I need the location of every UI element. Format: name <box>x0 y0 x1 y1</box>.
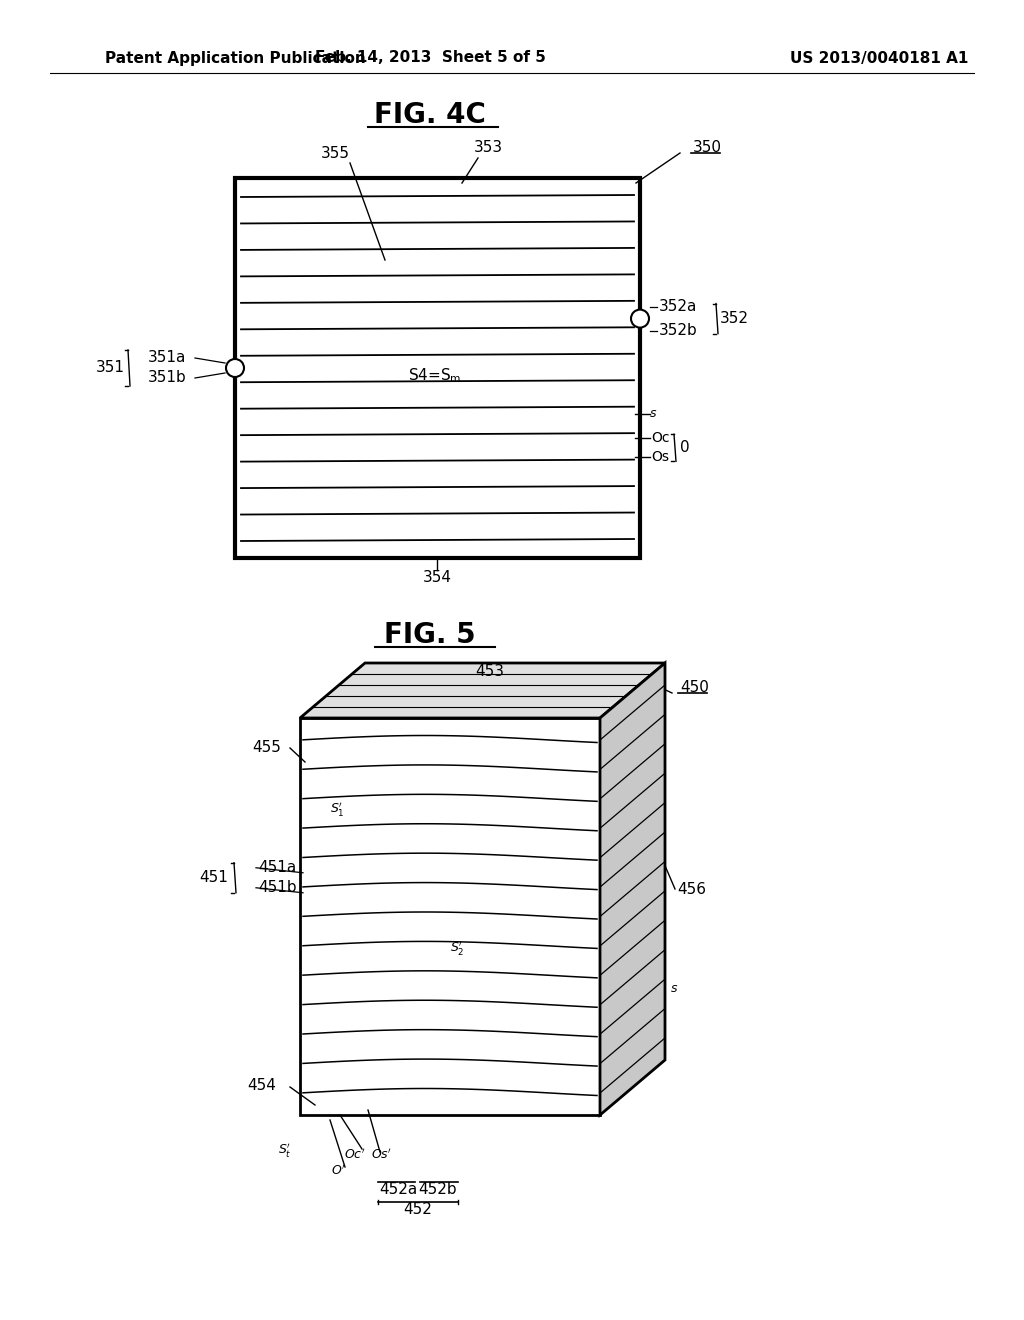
Text: $Oc'$: $Oc'$ <box>344 1148 366 1162</box>
Text: 451a: 451a <box>258 861 296 875</box>
Text: $S_2'$: $S_2'$ <box>450 940 465 957</box>
Circle shape <box>631 310 649 327</box>
Text: 451b: 451b <box>258 880 297 895</box>
Text: FIG. 4C: FIG. 4C <box>374 102 486 129</box>
Text: 351: 351 <box>95 360 125 375</box>
Text: 453: 453 <box>475 664 505 680</box>
Text: Oc: Oc <box>651 432 670 445</box>
Text: 452b: 452b <box>419 1183 458 1197</box>
Text: 450: 450 <box>680 681 709 696</box>
Text: 352a: 352a <box>659 300 697 314</box>
Polygon shape <box>300 663 665 718</box>
Bar <box>300 718 600 1115</box>
Text: $Os'$: $Os'$ <box>372 1148 392 1162</box>
Text: 452: 452 <box>403 1201 432 1217</box>
Text: 351a: 351a <box>148 351 186 366</box>
Text: $O'$: $O'$ <box>331 1164 345 1179</box>
Text: 352b: 352b <box>659 323 697 338</box>
Text: $s$: $s$ <box>670 982 678 995</box>
Text: 451: 451 <box>199 870 228 886</box>
Text: Patent Application Publication: Patent Application Publication <box>105 50 366 66</box>
Text: FIG. 5: FIG. 5 <box>384 620 476 649</box>
Text: 454: 454 <box>248 1077 276 1093</box>
Text: 352: 352 <box>720 312 749 326</box>
Text: $S_1'$: $S_1'$ <box>330 800 345 818</box>
Text: 452a: 452a <box>379 1183 417 1197</box>
Text: 353: 353 <box>473 140 503 156</box>
Polygon shape <box>600 663 665 1115</box>
Text: Feb. 14, 2013  Sheet 5 of 5: Feb. 14, 2013 Sheet 5 of 5 <box>314 50 546 66</box>
Text: 456: 456 <box>677 882 706 896</box>
Text: 350: 350 <box>693 140 722 156</box>
Text: $S_t'$: $S_t'$ <box>279 1140 292 1159</box>
Circle shape <box>226 359 244 378</box>
Text: $s$: $s$ <box>649 407 657 420</box>
Text: 455: 455 <box>252 741 281 755</box>
Text: 351b: 351b <box>148 371 186 385</box>
Bar <box>234 178 640 558</box>
Text: US 2013/0040181 A1: US 2013/0040181 A1 <box>790 50 969 66</box>
Text: Os: Os <box>651 450 669 465</box>
Text: 355: 355 <box>321 147 349 161</box>
Text: 0: 0 <box>680 441 689 455</box>
Text: S4=S$_{\rm m}$: S4=S$_{\rm m}$ <box>409 367 462 385</box>
Text: 354: 354 <box>423 569 452 585</box>
